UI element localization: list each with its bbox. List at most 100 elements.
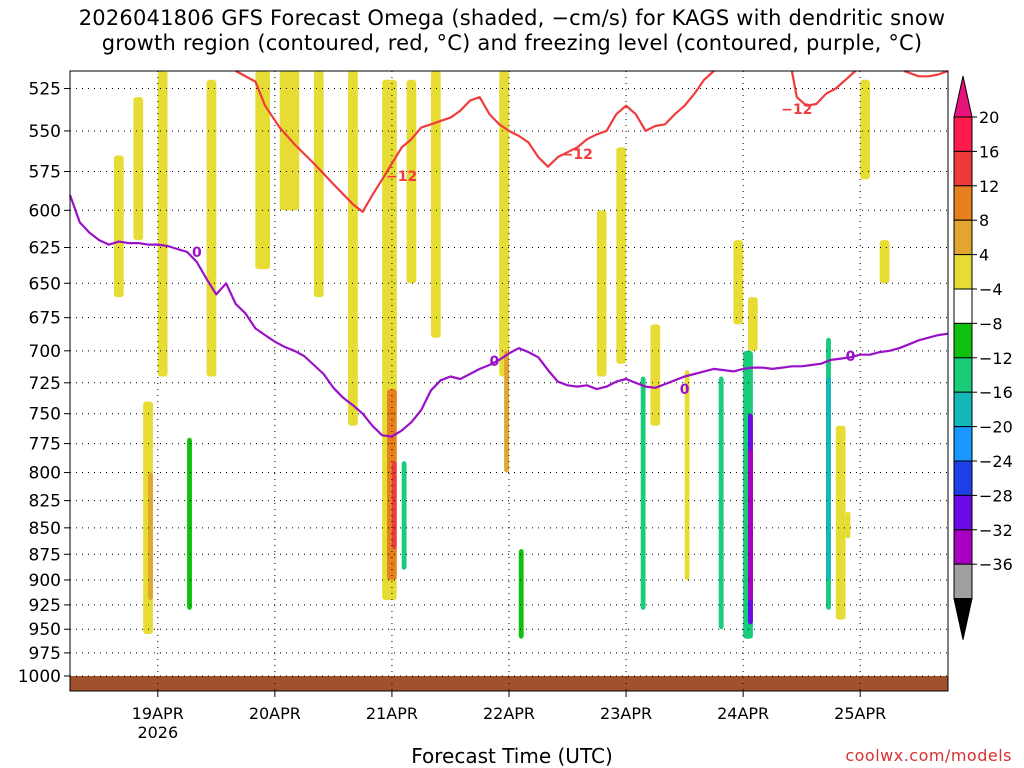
y-tick-label-925: 925: [29, 596, 61, 616]
omega-cell-27: [616, 147, 627, 364]
omega-cell-16: [391, 461, 397, 550]
omega-cell-25: [567, 79, 573, 377]
contour-line-0: [235, 70, 715, 213]
omega-cell-21: [499, 71, 509, 377]
x-tick-label-22APR: 22APR: [483, 704, 535, 723]
contour-line-1: [790, 70, 857, 107]
colorbar-label-1: 16: [979, 142, 999, 161]
omega-cell-35: [733, 240, 744, 325]
colorbar-label-10: −24: [979, 452, 1013, 471]
colorbar-label-4: 4: [979, 246, 989, 265]
contour-label-0: −12: [386, 169, 417, 185]
y-tick-label-800: 800: [29, 464, 61, 484]
x-tick-label-25APR: 25APR: [834, 704, 886, 723]
colorbar-swatch-11: [953, 494, 973, 531]
contour-label-1: −12: [562, 147, 593, 163]
omega-cell-19: [406, 79, 417, 284]
colorbar-swatch-12: [953, 529, 973, 565]
omega-cell-31: [669, 350, 680, 639]
y-tick-label-950: 950: [29, 620, 61, 640]
omega-cell-39: [748, 449, 753, 600]
colorbar-swatch-5: [953, 288, 973, 324]
omega-cell-45: [835, 88, 846, 140]
omega-cell-11: [294, 522, 305, 653]
y-tick-label-625: 625: [29, 238, 61, 258]
contour-line-2: [903, 69, 949, 78]
y-tick-label-550: 550: [29, 122, 61, 142]
x-tick-label-21APR: 21APR: [366, 704, 418, 723]
chart-title-line-2: growth region (contoured, red, °C) and f…: [101, 31, 923, 55]
chart-title-line-1: 2026041806 GFS Forecast Omega (shaded, −…: [78, 6, 946, 30]
colorbar-swatch-0: [953, 116, 973, 152]
colorbar-label-8: −16: [979, 383, 1013, 402]
omega-cell-26: [596, 210, 607, 377]
omega-cell-49: [860, 79, 870, 180]
y-tick-label-900: 900: [29, 571, 61, 591]
omega-cell-41: [757, 310, 768, 390]
omega-cell-10: [279, 71, 300, 211]
x-tick-sublabel-19APR: 2026: [137, 723, 178, 742]
x-tick-label-24APR: 24APR: [717, 704, 769, 723]
contour-label-4: 0: [489, 354, 499, 370]
y-tick-label-775: 775: [29, 435, 61, 455]
omega-cell-50: [879, 240, 890, 284]
colorbar-label-3: 8: [979, 211, 989, 230]
contour-label-layer: −12 −12 −12 0 0 0 0: [192, 102, 856, 398]
colorbar-label-12: −32: [979, 521, 1013, 540]
y-tick-label-875: 875: [29, 545, 61, 565]
colorbar-label-7: −12: [979, 349, 1013, 368]
contour-label-6: 0: [846, 349, 856, 365]
colorbar-swatch-7: [953, 357, 973, 393]
omega-cell-29: [640, 376, 646, 610]
contour-line-3: [68, 194, 949, 438]
omega-cell-30: [650, 324, 661, 426]
omega-cell-9: [255, 71, 270, 270]
y-tick-label-525: 525: [29, 80, 61, 100]
omega-cell-8: [206, 79, 217, 377]
omega-cell-44: [826, 376, 831, 580]
omega-shading-layer: [113, 71, 948, 663]
omega-cell-12: [313, 71, 324, 298]
colorbar: 20 16 12 8 4 −4 −8 −12 −16 −20 −24 −28 −32 −36: [953, 75, 1013, 640]
x-tick-label-19APR: 19APR: [132, 704, 184, 723]
colorbar-swatch-4: [953, 254, 973, 290]
omega-cell-5: [177, 97, 183, 156]
omega-cell-20: [430, 71, 441, 338]
colorbar-label-11: −28: [979, 486, 1013, 505]
y-tick-label-725: 725: [29, 374, 61, 394]
contour-label-2: −12: [781, 102, 812, 118]
y-tick-label-975: 975: [29, 644, 61, 664]
x-tick-label-20APR: 20APR: [249, 704, 301, 723]
y-tick-label-600: 600: [29, 201, 61, 221]
contour-layer: [68, 69, 949, 438]
omega-cell-46: [835, 425, 846, 620]
colorbar-label-13: −36: [979, 555, 1013, 574]
y-tick-label-575: 575: [29, 162, 61, 182]
omega-cell-7: [187, 437, 192, 610]
omega-cell-24: [518, 549, 524, 639]
omega-cell-1: [133, 97, 144, 241]
colorbar-label-9: −20: [979, 418, 1013, 437]
colorbar-label-6: −8: [979, 314, 1003, 333]
y-tick-label-1000: 1000: [18, 667, 61, 687]
y-tick-label-700: 700: [29, 342, 61, 362]
y-tick-label-650: 650: [29, 274, 61, 294]
omega-cell-51: [938, 382, 948, 539]
x-tick-label-23APR: 23APR: [600, 704, 652, 723]
colorbar-top-arrow: [953, 75, 973, 118]
x-axis-title: Forecast Time (UTC): [411, 744, 613, 768]
contour-label-5: 0: [680, 382, 690, 398]
colorbar-swatch-3: [953, 219, 973, 256]
y-tick-label-850: 850: [29, 519, 61, 539]
colorbar-swatch-10: [953, 460, 973, 496]
credit-link[interactable]: coolwx.com/models: [845, 746, 1012, 765]
omega-cell-40: [748, 297, 758, 351]
colorbar-swatch-13: [953, 563, 973, 600]
omega-cell-3: [148, 472, 153, 600]
omega-cell-4: [157, 71, 168, 377]
contour-label-3: 0: [192, 245, 202, 261]
colorbar-swatch-8: [953, 391, 973, 428]
colorbar-swatch-9: [953, 426, 973, 462]
colorbar-swatch-2: [953, 185, 973, 221]
